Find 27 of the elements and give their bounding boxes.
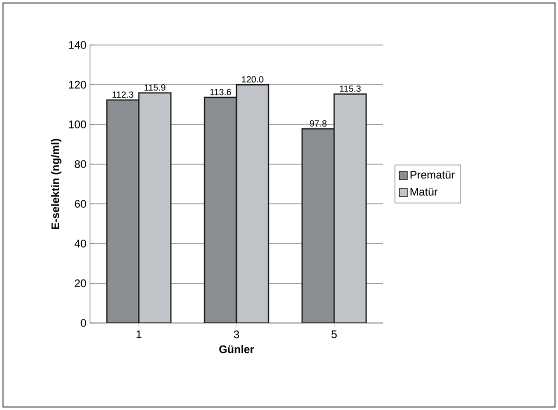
y-tick-label: 20 xyxy=(74,279,86,288)
bar xyxy=(236,84,270,323)
x-tick-label: 1 xyxy=(136,330,142,338)
legend-label: Prematür xyxy=(410,170,455,179)
x-axis-title: Günler xyxy=(219,345,254,354)
bar xyxy=(334,93,367,323)
legend-label: Matür xyxy=(410,188,438,196)
text: 113.6 xyxy=(210,88,231,96)
text: 115.3 xyxy=(340,85,361,92)
y-tick-label: 100 xyxy=(69,120,86,128)
bar xyxy=(106,99,140,323)
text: 115.9 xyxy=(144,84,166,91)
text: 97.8 xyxy=(310,120,327,127)
bar xyxy=(204,96,238,323)
y-tick-label: 0 xyxy=(80,319,86,327)
y-axis-title: E-selektin (ng/ml) xyxy=(51,138,62,229)
y-tick-label: 60 xyxy=(74,200,86,208)
x-tick-label: 3 xyxy=(234,330,240,338)
bar xyxy=(302,128,335,323)
y-tick-label: 140 xyxy=(69,41,86,49)
y-tick-label: 120 xyxy=(69,80,86,89)
y-tick-label: 80 xyxy=(74,160,86,168)
text: 120.0 xyxy=(242,76,264,83)
bar xyxy=(138,92,172,323)
text: 112.3 xyxy=(112,91,134,98)
y-tick-label: 40 xyxy=(74,240,86,248)
x-tick-label: 5 xyxy=(332,330,337,338)
